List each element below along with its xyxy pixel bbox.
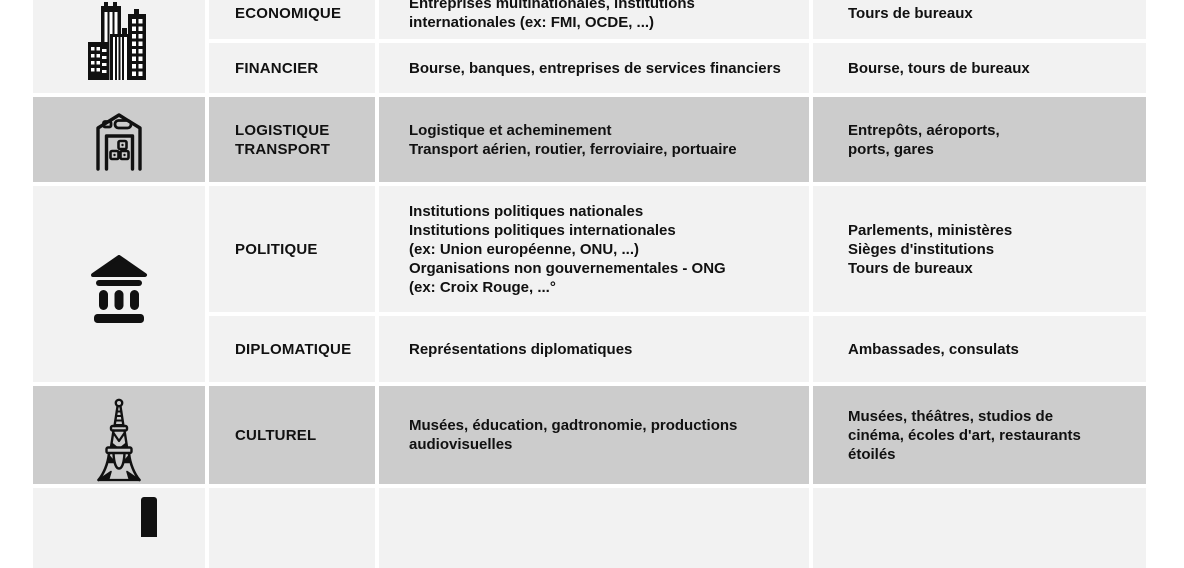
description-next-row [379, 488, 809, 568]
places-logistique: Entrepôts, aéroports, ports, gares [813, 97, 1146, 182]
places-text: Musées, théâtres, studios de cinéma, éco… [848, 407, 1081, 463]
description-text: Institutions politiques nationales Insti… [409, 202, 726, 296]
category-label: CULTUREL [235, 426, 317, 444]
category-diplomatique: DIPLOMATIQUE [209, 316, 375, 382]
category-culturel: CULTUREL [209, 386, 375, 484]
city-buildings-icon [88, 2, 146, 80]
warehouse-icon [96, 112, 142, 171]
category-label: LOGISTIQUE TRANSPORT [235, 121, 331, 158]
places-text: Ambassades, consulats [848, 340, 1019, 358]
partial-next-row-icon [141, 497, 157, 537]
places-text: Tours de bureaux [848, 4, 973, 22]
places-text: Bourse, tours de bureaux [848, 59, 1030, 77]
category-label: DIPLOMATIQUE [235, 340, 352, 358]
category-label: POLITIQUE [235, 240, 318, 258]
description-text: Logistique et acheminement Transport aér… [409, 121, 737, 158]
category-label: ECONOMIQUE [235, 4, 342, 22]
icon-cell-culturel [33, 386, 205, 484]
description-text: Musées, éducation, gadtronomie, producti… [409, 417, 738, 453]
category-financier: FINANCIER [209, 43, 375, 93]
description-politique: Institutions politiques nationales Insti… [379, 186, 809, 312]
typology-table: ECONOMIQUE Entreprises multinationales, … [33, 0, 1146, 568]
category-next-row [209, 488, 375, 568]
description-culturel: Musées, éducation, gadtronomie, producti… [379, 386, 809, 484]
places-diplomatique: Ambassades, consulats [813, 316, 1146, 382]
icon-cell-next-row [33, 488, 205, 568]
icon-cell-logistique [33, 97, 205, 182]
category-logistique-transport: LOGISTIQUE TRANSPORT [209, 97, 375, 182]
description-financier: Bourse, banques, entreprises de services… [379, 43, 809, 93]
places-text: Parlements, ministères Sièges d'institut… [848, 221, 1013, 277]
places-economique: Tours de bureaux [813, 0, 1146, 39]
places-culturel: Musées, théâtres, studios de cinéma, éco… [813, 386, 1146, 484]
places-financier: Bourse, tours de bureaux [813, 43, 1146, 93]
description-economique: Entreprises multinationales, institution… [379, 0, 809, 39]
places-text: Entrepôts, aéroports, ports, gares [848, 121, 1000, 158]
icon-cell-economique-financier [33, 0, 205, 93]
government-building-icon [91, 255, 147, 323]
icon-cell-politique-diplomatique [33, 186, 205, 382]
places-politique: Parlements, ministères Sièges d'institut… [813, 186, 1146, 312]
description-diplomatique: Représentations diplomatiques [379, 316, 809, 382]
description-text: Représentations diplomatiques [409, 340, 633, 358]
category-politique: POLITIQUE [209, 186, 375, 312]
category-label: FINANCIER [235, 59, 319, 77]
description-text: Bourse, banques, entreprises de services… [409, 59, 781, 77]
category-economique: ECONOMIQUE [209, 0, 375, 39]
description-logistique: Logistique et acheminement Transport aér… [379, 97, 809, 182]
places-next-row [813, 488, 1146, 568]
eiffel-tower-icon [97, 398, 141, 482]
description-text: Entreprises multinationales, institution… [409, 0, 695, 31]
